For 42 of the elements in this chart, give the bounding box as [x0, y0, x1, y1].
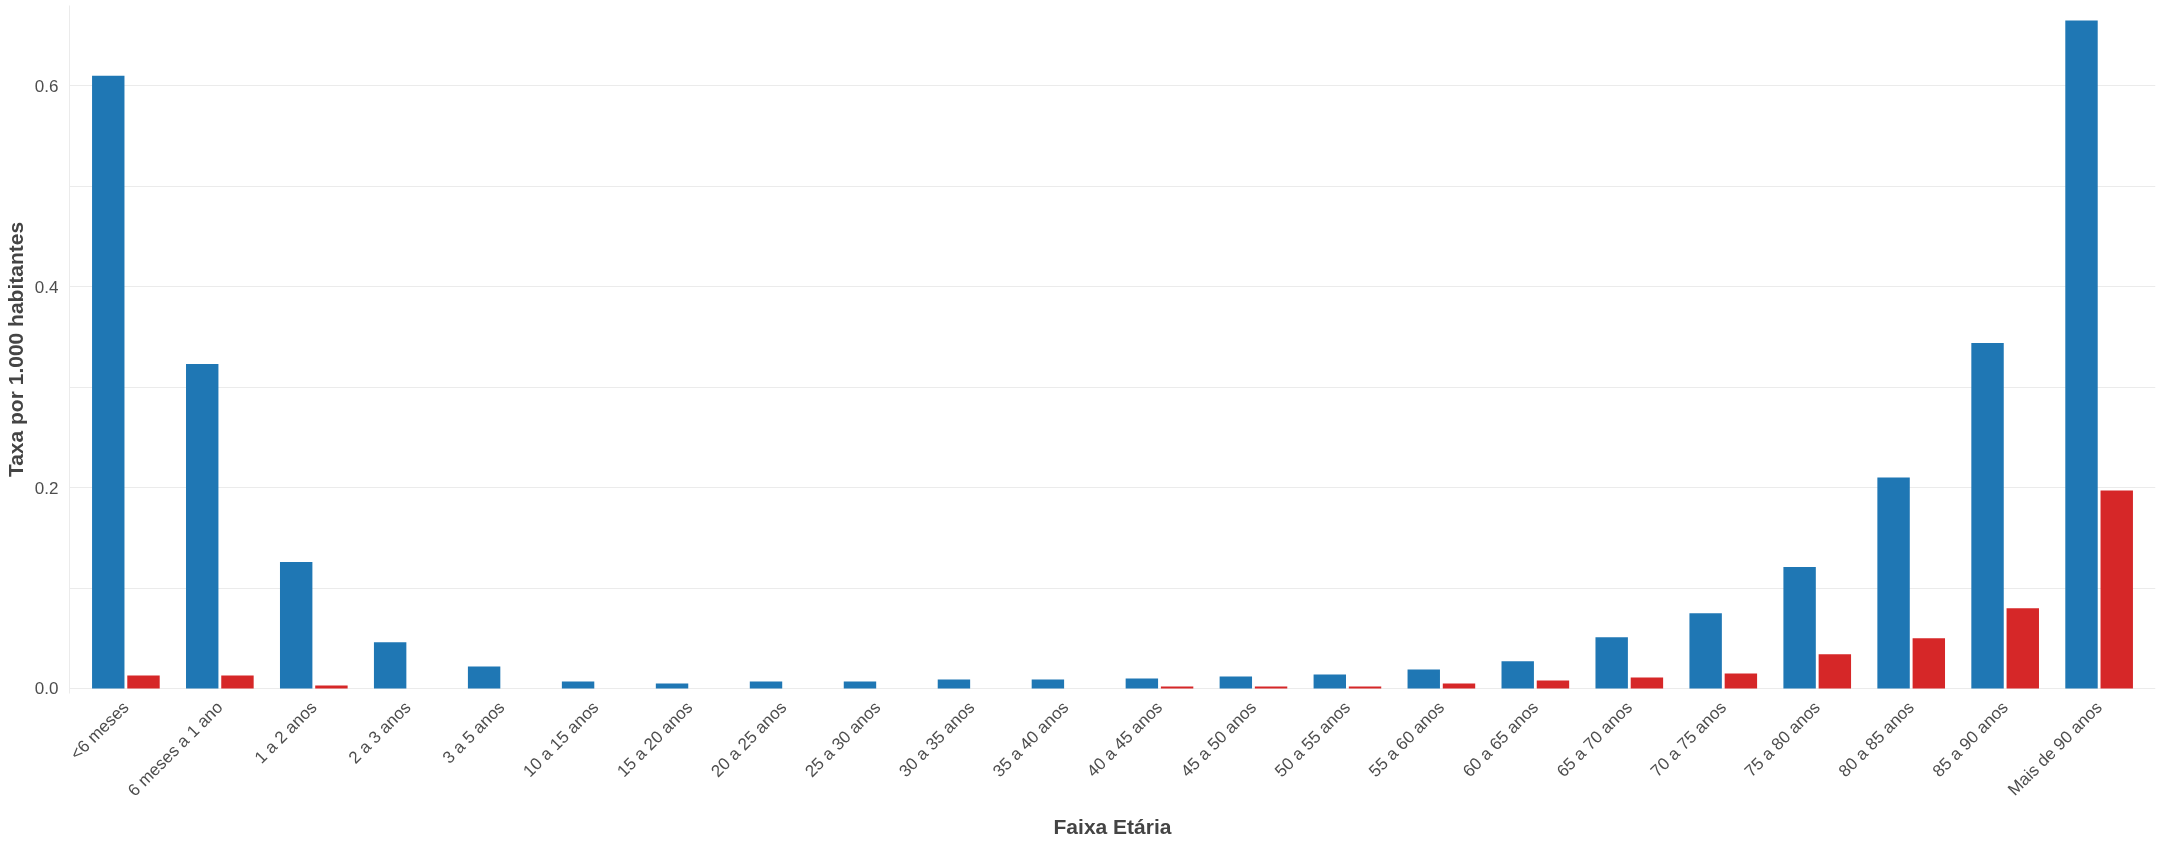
y-tick-label: 0.4	[34, 277, 59, 297]
bar	[1219, 676, 1253, 689]
bar	[1724, 673, 1758, 689]
bar	[1818, 654, 1852, 689]
bar	[2100, 490, 2133, 689]
bar	[1031, 679, 1065, 689]
bar	[1689, 613, 1722, 689]
bar	[2065, 20, 2098, 689]
bar	[2006, 608, 2039, 689]
bar	[937, 679, 971, 689]
bar	[92, 75, 125, 689]
bar	[1348, 686, 1382, 689]
bar	[467, 666, 501, 689]
bar	[1501, 661, 1534, 689]
bar	[127, 675, 160, 689]
bar	[1313, 674, 1346, 689]
bar	[1536, 680, 1570, 689]
bar	[1877, 477, 1910, 689]
bar	[1783, 566, 1816, 689]
y-tick-label: 0.2	[34, 478, 59, 498]
bar	[561, 681, 595, 689]
bar	[1160, 686, 1194, 689]
y-tick-label: 0.0	[34, 679, 59, 699]
bar	[186, 364, 219, 689]
bar	[315, 685, 348, 689]
bar	[843, 681, 877, 689]
bar	[1407, 669, 1440, 689]
bar	[373, 642, 407, 689]
bar	[221, 675, 254, 689]
bar	[1912, 638, 1946, 689]
bar	[279, 561, 313, 689]
y-tick-label: 0.6	[34, 76, 59, 96]
bar	[1125, 678, 1159, 689]
bar	[1630, 677, 1664, 689]
bar	[1595, 637, 1628, 689]
bar	[749, 681, 783, 689]
bar	[1254, 686, 1288, 689]
x-axis-title: Faixa Etária	[1053, 814, 1172, 838]
bar	[1971, 342, 2004, 689]
y-axis-title: Taxa por 1.000 habitantes	[3, 221, 27, 478]
bar	[655, 683, 689, 689]
bar	[1442, 683, 1476, 689]
